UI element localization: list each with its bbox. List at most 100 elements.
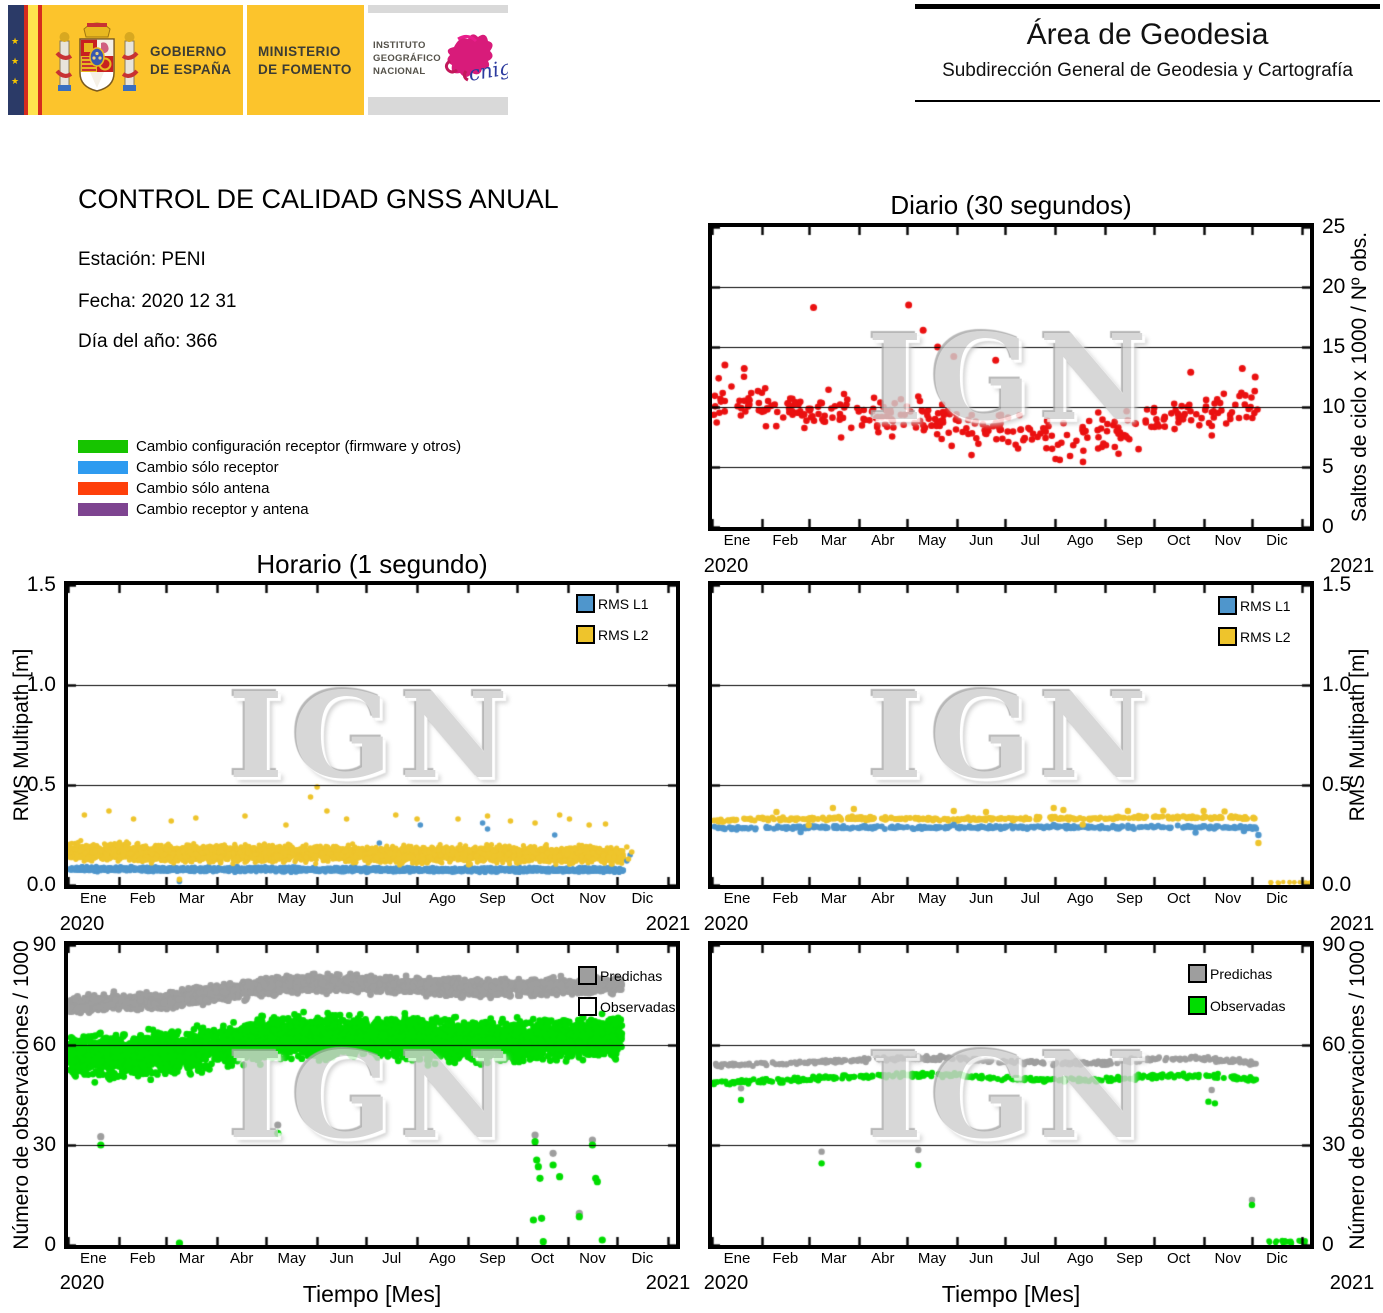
- plot-canvas: [712, 227, 1310, 527]
- eu-star-icon: ★: [11, 76, 20, 86]
- y-tick-label: 0.0: [1322, 873, 1352, 896]
- legend-swatch: [1218, 596, 1237, 615]
- month-label: Jun: [969, 1250, 994, 1267]
- year-right-label: 2021: [1329, 913, 1375, 935]
- month-label: Mar: [178, 1250, 205, 1267]
- plot-canvas: [712, 945, 1310, 1245]
- year-left-label: 2020: [59, 913, 105, 935]
- change-legend-label: Cambio sólo antena: [136, 480, 270, 497]
- gray-bar: [368, 5, 508, 13]
- spain-flag-red-stripe: [38, 5, 42, 115]
- month-label: Feb: [772, 532, 799, 549]
- year-right-label: 2021: [1329, 1272, 1375, 1294]
- month-label: Feb: [129, 1250, 156, 1267]
- y-axis-label: Número de observaciones / 1000: [1346, 940, 1369, 1250]
- y-tick-label: 5: [1322, 455, 1334, 478]
- area-title: Área de Geodesia: [1026, 18, 1269, 51]
- month-label: May: [917, 532, 947, 549]
- month-label: May: [917, 890, 947, 907]
- month-label: Ene: [723, 1250, 751, 1267]
- page-title: CONTROL DE CALIDAD GNSS ANUAL: [78, 184, 559, 214]
- header-rule-top: [915, 4, 1380, 9]
- month-label: Ago: [1066, 532, 1094, 549]
- month-label: Abr: [230, 1250, 254, 1267]
- chart-title: Horario (1 segundo): [256, 549, 488, 579]
- legend-item: Observadas: [1188, 996, 1285, 1016]
- y-tick-label: 0.5: [1322, 773, 1352, 796]
- change-legend-swatch: [78, 440, 128, 453]
- legend-swatch: [578, 997, 597, 1016]
- legend-label: RMS L1: [1240, 597, 1291, 614]
- change-legend-swatch: [78, 503, 128, 516]
- month-label: Abr: [871, 532, 895, 549]
- month-label: Nov: [579, 890, 606, 907]
- legend-swatch: [1188, 964, 1207, 983]
- y-tick-label: 1.0: [26, 673, 56, 696]
- month-label: Jun: [969, 890, 994, 907]
- month-label: Ago: [1066, 890, 1094, 907]
- legend-item: Observadas: [578, 997, 675, 1017]
- plot-canvas: [68, 585, 676, 885]
- year-left-label: 2020: [703, 1272, 749, 1294]
- month-label: Jul: [1020, 532, 1040, 549]
- month-label: Jul: [1020, 1250, 1040, 1267]
- legend-item: RMS L1: [1218, 596, 1291, 616]
- month-label: Abr: [230, 890, 254, 907]
- gobierno-label-line2: DE ESPAÑA: [150, 62, 232, 77]
- y-tick-label: 60: [32, 1033, 56, 1056]
- month-label: Sep: [1116, 1250, 1143, 1267]
- y-tick-label: 25: [1322, 215, 1346, 238]
- month-label: Ene: [80, 890, 107, 907]
- gray-bar: [368, 97, 508, 115]
- gobierno-box: GOBIERNO DE ESPAÑA: [42, 5, 243, 115]
- month-label: Sep: [1116, 890, 1143, 907]
- y-tick-label: 1.5: [1322, 573, 1352, 596]
- legend-item: RMS L1: [576, 594, 649, 614]
- y-tick-label: 20: [1322, 275, 1346, 298]
- eu-star-icon: ★: [11, 36, 20, 46]
- month-label: Feb: [129, 890, 156, 907]
- month-label: Jul: [382, 1250, 402, 1267]
- change-legend-swatch: [78, 461, 128, 474]
- month-label: Dic: [1266, 1250, 1288, 1267]
- ign-label-line1: INSTITUTO: [373, 40, 426, 51]
- legend-swatch: [576, 594, 595, 613]
- y-tick-label: 0.5: [26, 773, 56, 796]
- plot-area: [64, 581, 680, 889]
- spain-flag-yellow-stripe: [28, 5, 38, 115]
- y-axis-label: Saltos de ciclo x 1000 / Nº obs.: [1348, 231, 1371, 523]
- eu-star-icon: ★: [11, 56, 20, 66]
- y-tick-label: 90: [32, 933, 56, 956]
- month-label: Ago: [1066, 1250, 1094, 1267]
- month-label: Ene: [723, 532, 751, 549]
- y-tick-label: 0.0: [26, 873, 56, 896]
- y-axis-label: Número de observaciones / 1000: [10, 940, 33, 1250]
- month-label: Nov: [1214, 890, 1242, 907]
- chart-title: Diario (30 segundos): [890, 190, 1132, 220]
- month-label: May: [277, 890, 306, 907]
- y-tick-label: 0: [1322, 515, 1334, 538]
- year-right-label: 2021: [645, 1272, 691, 1294]
- month-label: Dic: [1266, 532, 1288, 549]
- legend-item: RMS L2: [1218, 627, 1291, 647]
- year-right-label: 2021: [1329, 555, 1375, 577]
- month-label: Oct: [530, 890, 555, 907]
- change-legend-label: Cambio configuración receptor (firmware …: [136, 438, 462, 455]
- month-label: Jun: [329, 1250, 354, 1267]
- month-label: Feb: [772, 1250, 799, 1267]
- x-axis-label: Tiempo [Mes]: [941, 1281, 1081, 1307]
- y-axis-label: RMS Multipath [m]: [1346, 648, 1369, 822]
- month-label: Mar: [820, 532, 847, 549]
- ministerio-label-line2: DE FOMENTO: [258, 62, 352, 77]
- coat-of-arms-icon: [55, 22, 139, 92]
- ign-label-line3: NACIONAL: [373, 66, 426, 77]
- month-label: Ene: [80, 1250, 107, 1267]
- legend-swatch: [578, 966, 597, 985]
- year-left-label: 2020: [703, 913, 749, 935]
- month-label: Sep: [1116, 532, 1143, 549]
- y-tick-label: 0: [44, 1233, 56, 1256]
- area-subtitle: Subdirección General de Geodesia y Carto…: [942, 60, 1353, 81]
- month-label: Jul: [382, 890, 402, 907]
- month-label: Nov: [1214, 532, 1242, 549]
- month-label: Oct: [1166, 890, 1191, 907]
